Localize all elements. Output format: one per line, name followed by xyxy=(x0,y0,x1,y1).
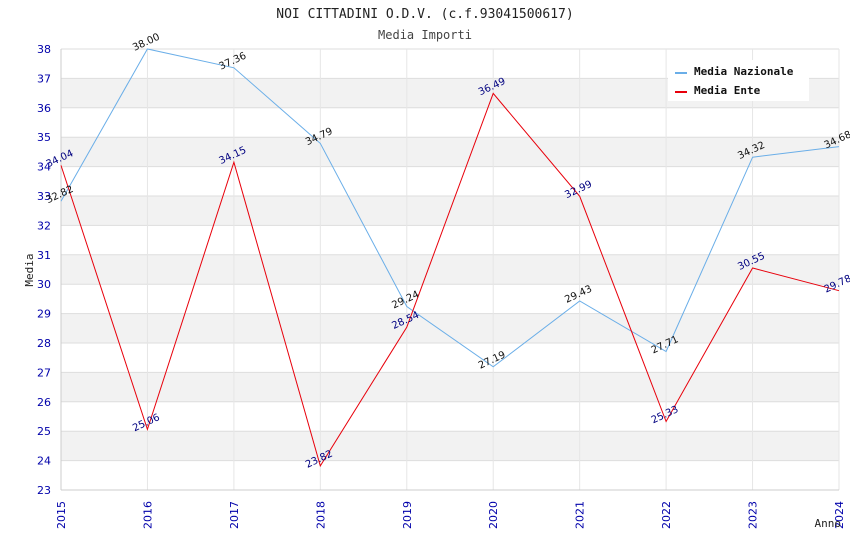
x-tick-label: 2015 xyxy=(55,501,68,529)
legend-box xyxy=(668,60,809,101)
series-line-media-nazionale xyxy=(60,48,840,368)
data-label: 37.36 xyxy=(218,51,249,73)
x-tick-label: 2022 xyxy=(660,501,673,529)
chart-title: NOI CITTADINI O.D.V. (c.f.93041500617) xyxy=(276,7,573,22)
y-tick-label: 25 xyxy=(37,425,51,438)
y-tick-label: 29 xyxy=(37,308,51,321)
y-tick-label: 26 xyxy=(37,396,51,409)
y-tick-label: 24 xyxy=(37,455,51,468)
x-tick-label: 2016 xyxy=(141,501,154,529)
x-tick-label: 2021 xyxy=(574,501,587,529)
x-tick-label: 2023 xyxy=(747,501,760,529)
y-tick-label: 37 xyxy=(37,72,51,85)
plot-band xyxy=(61,431,839,461)
x-tick-label: 2024 xyxy=(833,501,846,529)
y-tick-label: 34 xyxy=(37,161,51,174)
plot-band xyxy=(61,372,839,402)
x-tick-labels: 2015 2016 2017 2018 2019 2020 2021 2022 2023 2024 xyxy=(55,501,846,529)
plot-band xyxy=(61,254,839,285)
legend-label-media-ente: Media Ente xyxy=(694,84,761,97)
y-tick-label: 23 xyxy=(37,484,51,497)
y-tick-label: 33 xyxy=(37,190,51,203)
x-tick-label: 2017 xyxy=(228,501,241,529)
x-axis-title: Anno xyxy=(815,517,842,530)
x-tick-label: 2018 xyxy=(314,501,327,529)
data-label: 27.19 xyxy=(477,350,508,372)
y-tick-label: 28 xyxy=(37,337,51,350)
data-label: 25.33 xyxy=(650,404,681,426)
plot-band xyxy=(61,313,839,343)
legend: Media Nazionale Media Ente xyxy=(668,60,809,101)
y-tick-label: 38 xyxy=(37,43,51,56)
y-axis-title: Media xyxy=(23,253,36,286)
plot-bands xyxy=(61,78,839,461)
legend-label-media-nazionale: Media Nazionale xyxy=(694,65,794,78)
x-tick-label: 2019 xyxy=(401,501,414,529)
series-line-media-ente xyxy=(60,92,840,468)
y-tick-label: 30 xyxy=(37,278,51,291)
y-tick-label: 36 xyxy=(37,102,51,115)
x-tick-label: 2020 xyxy=(487,501,500,529)
y-tick-label: 31 xyxy=(37,249,51,262)
axes xyxy=(60,49,839,491)
chart-subtitle: Media Importi xyxy=(378,28,472,42)
series-lines xyxy=(60,48,840,468)
plot-band xyxy=(61,137,839,167)
y-tick-label: 35 xyxy=(37,131,51,144)
y-tick-label: 32 xyxy=(37,219,51,232)
y-tick-label: 27 xyxy=(37,366,51,379)
data-label: 29.24 xyxy=(390,289,421,311)
y-tick-labels: 23 24 25 26 27 28 29 30 31 32 33 34 35 36 37 38 xyxy=(37,43,51,497)
